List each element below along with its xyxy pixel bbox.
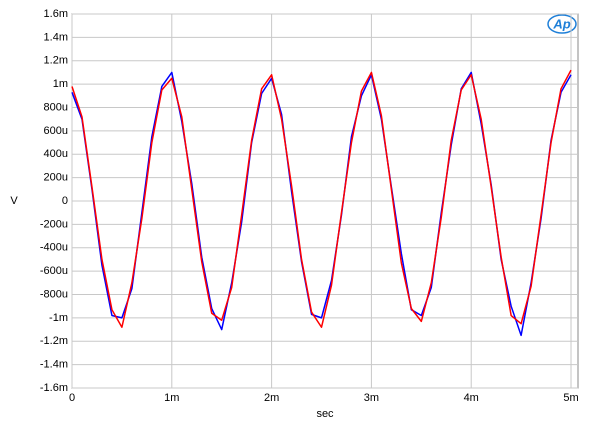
x-tick-label: 2m [264, 392, 279, 404]
y-tick-label: -1.6m [40, 382, 68, 394]
y-tick-label: -200u [40, 218, 68, 230]
x-tick-label: 4m [464, 392, 479, 404]
y-tick-label: 800u [44, 101, 68, 113]
y-tick-label: 1m [53, 78, 68, 90]
y-tick-label: -1.4m [40, 359, 68, 371]
logo: Ap [552, 16, 570, 31]
y-axis-label: V [10, 195, 18, 207]
y-tick-label: -1m [49, 312, 68, 324]
y-tick-label: 1.6m [44, 8, 68, 20]
y-tick-label: -1.2m [40, 335, 68, 347]
y-tick-label: 1.2m [44, 55, 68, 67]
x-tick-label: 1m [164, 392, 179, 404]
x-tick-label: 5m [563, 392, 578, 404]
y-tick-label: 600u [44, 125, 68, 137]
y-tick-label: -400u [40, 242, 68, 254]
y-tick-label: -800u [40, 288, 68, 300]
x-tick-label: 3m [364, 392, 379, 404]
x-tick-label: 0 [69, 392, 75, 404]
y-tick-label: 1.4m [44, 31, 68, 43]
y-tick-label: 200u [44, 172, 68, 184]
x-axis-label: sec [316, 408, 334, 420]
y-tick-label: 400u [44, 148, 68, 160]
series-line [71, 69, 572, 328]
logo-ring [547, 14, 577, 34]
y-tick-label: -600u [40, 265, 68, 277]
y-tick-label: 0 [62, 195, 68, 207]
